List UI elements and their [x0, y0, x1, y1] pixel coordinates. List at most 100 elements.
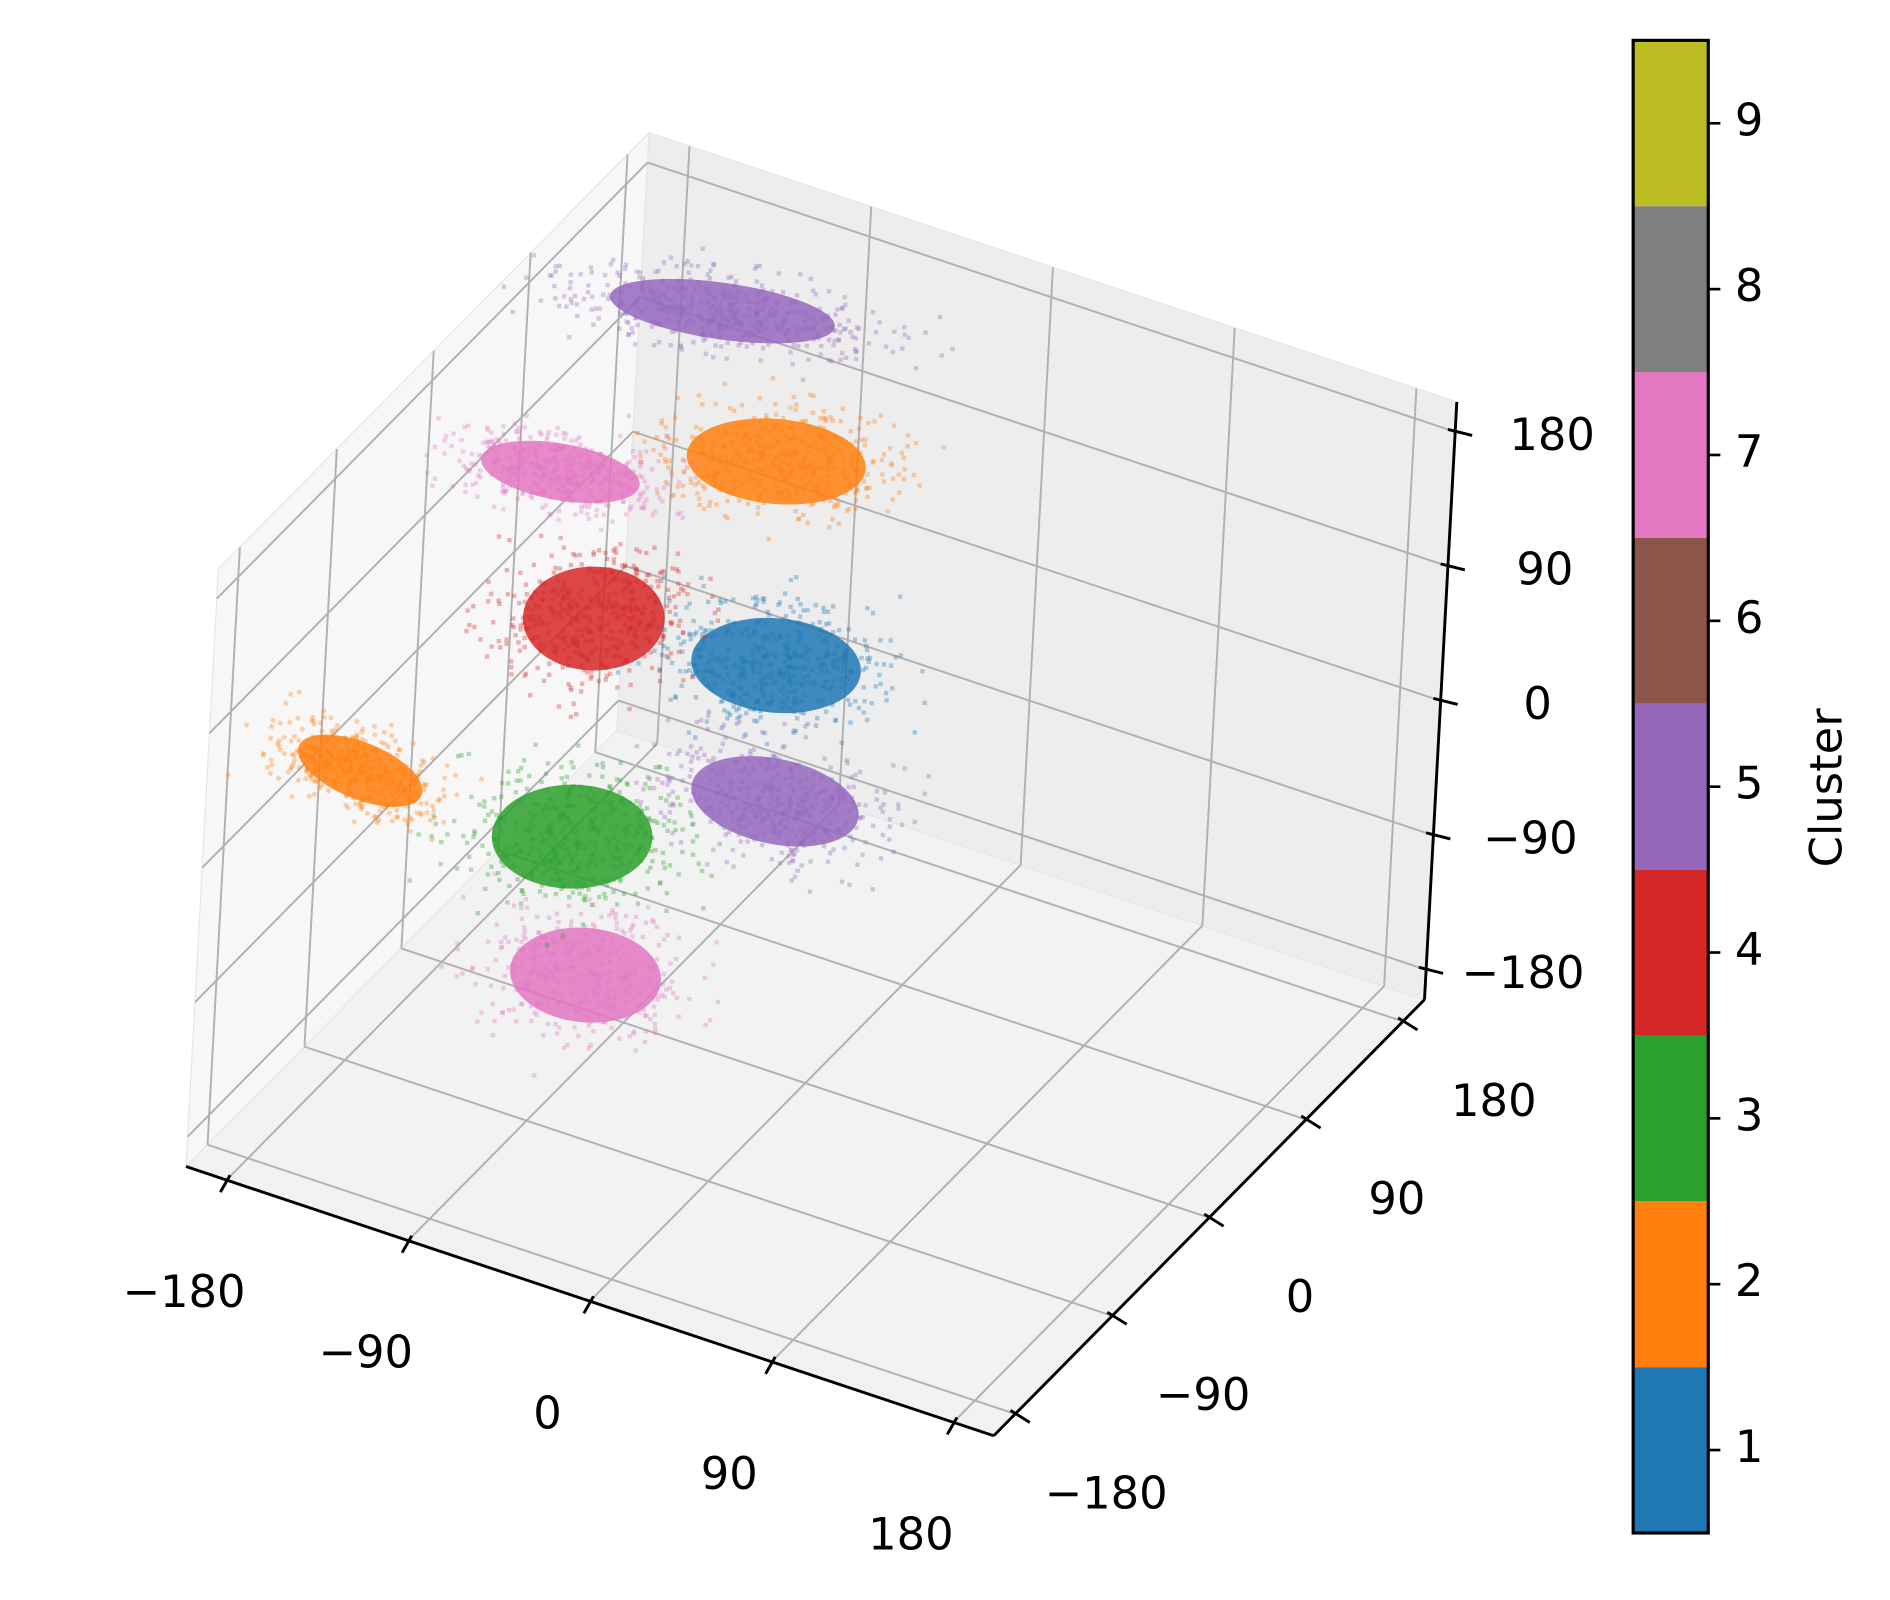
point: [496, 870, 501, 876]
cluster-core: [691, 617, 861, 714]
point: [839, 740, 845, 746]
point: [821, 609, 827, 615]
point: [622, 562, 627, 568]
point: [701, 337, 706, 343]
point: [714, 502, 719, 507]
point: [441, 793, 448, 799]
point: [569, 919, 574, 924]
point: [276, 743, 282, 749]
point: [598, 527, 604, 533]
point: [725, 618, 731, 624]
point: [423, 781, 430, 788]
point: [587, 896, 593, 902]
point: [591, 550, 596, 555]
point: [670, 830, 676, 836]
point: [484, 654, 490, 659]
point: [679, 649, 685, 654]
point: [291, 752, 297, 759]
point: [665, 646, 671, 651]
point: [661, 569, 667, 574]
point: [725, 715, 730, 721]
point: [893, 654, 899, 660]
point: [653, 269, 659, 275]
point: [637, 459, 643, 465]
point: [826, 288, 832, 294]
point: [715, 999, 721, 1005]
point: [543, 893, 548, 898]
point: [678, 802, 683, 807]
point: [902, 765, 908, 772]
point: [901, 476, 907, 482]
point: [658, 880, 663, 885]
point: [621, 891, 627, 897]
point: [296, 764, 303, 771]
point: [625, 782, 630, 787]
point: [531, 562, 537, 568]
point: [755, 505, 761, 510]
point: [528, 1018, 534, 1024]
point: [941, 445, 947, 450]
point: [243, 722, 250, 728]
point: [687, 773, 693, 779]
point: [870, 459, 875, 465]
point: [586, 1023, 592, 1028]
point: [891, 423, 897, 429]
point: [863, 802, 869, 809]
point: [885, 509, 890, 514]
point: [722, 381, 728, 387]
point: [485, 439, 491, 445]
point: [353, 732, 360, 738]
point: [589, 668, 594, 674]
point: [680, 827, 685, 832]
point: [797, 271, 803, 277]
point: [674, 751, 681, 757]
point: [690, 821, 696, 827]
point: [669, 979, 675, 984]
point: [613, 550, 619, 556]
point: [878, 413, 884, 418]
point: [515, 769, 521, 774]
point: [465, 608, 470, 613]
point: [693, 424, 699, 430]
point: [418, 800, 424, 807]
point: [876, 672, 882, 678]
point: [566, 903, 572, 909]
point: [596, 678, 601, 684]
point: [641, 490, 647, 496]
point: [890, 349, 896, 355]
point: [673, 956, 679, 962]
point: [693, 461, 699, 467]
point: [780, 289, 786, 295]
point: [523, 671, 529, 677]
point: [688, 743, 694, 749]
point: [640, 275, 646, 281]
point: [388, 722, 395, 728]
point: [643, 920, 649, 926]
point: [821, 415, 827, 421]
point: [846, 318, 852, 324]
point: [791, 851, 798, 857]
point: [353, 733, 360, 740]
grid-line: [186, 699, 620, 1138]
point: [429, 483, 435, 489]
z-tick-label: −90: [1483, 811, 1578, 864]
point: [553, 891, 559, 897]
point: [436, 416, 442, 422]
point: [895, 801, 901, 808]
point: [684, 465, 690, 470]
point: [374, 819, 381, 826]
point: [877, 319, 883, 325]
point: [709, 620, 714, 625]
point: [833, 312, 838, 318]
point: [864, 717, 870, 723]
point: [662, 814, 668, 820]
point: [672, 415, 678, 420]
point: [881, 662, 887, 667]
point: [629, 924, 635, 930]
cluster-cloud: [615, 573, 927, 747]
point: [688, 480, 694, 486]
point: [534, 914, 540, 920]
point: [511, 903, 517, 908]
point: [937, 314, 943, 320]
point: [611, 557, 617, 562]
